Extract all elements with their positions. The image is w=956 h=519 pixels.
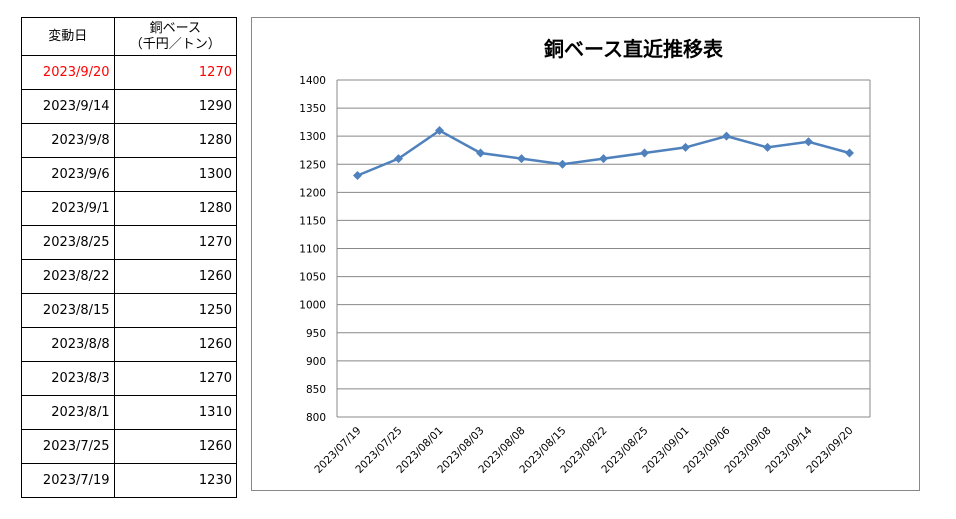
date-cell: 2023/8/25	[21, 225, 115, 260]
date-cell: 2023/9/14	[21, 89, 115, 124]
table-row: 2023/7/25 1260	[21, 429, 238, 464]
table-row: 2023/8/8 1260	[21, 327, 238, 362]
table-row: 2023/9/14 1290	[21, 89, 238, 124]
price-cell: 1260	[113, 259, 238, 294]
data-point	[640, 148, 649, 158]
date-cell: 2023/8/8	[21, 327, 115, 362]
price-cell: 1270	[113, 361, 238, 396]
header-date: 変動日	[21, 17, 115, 56]
data-point	[599, 154, 608, 164]
table-row: 2023/7/19 1230	[21, 463, 238, 498]
date-cell: 2023/8/3	[21, 361, 115, 396]
y-tick-label: 1000	[299, 300, 326, 312]
data-point	[722, 131, 731, 141]
data-point	[763, 142, 772, 152]
table-row: 2023/9/1 1280	[21, 191, 238, 226]
table-row: 2023/9/8 1280	[21, 123, 238, 158]
price-cell: 1270	[113, 55, 238, 90]
table-row: 2023/8/15 1250	[21, 293, 238, 328]
table-row: 2023/9/20 1270	[21, 55, 238, 90]
data-point	[517, 154, 526, 164]
y-tick-label: 1150	[299, 215, 326, 227]
price-table: 変動日 銅ベース （千円／トン） 2023/9/20 1270 2023/9/14 12…	[21, 17, 238, 498]
data-point	[476, 148, 485, 158]
date-cell: 2023/8/1	[21, 395, 115, 430]
data-point	[845, 148, 854, 158]
y-tick-label: 1400	[299, 75, 326, 87]
y-tick-label: 1250	[299, 159, 326, 171]
price-cell: 1270	[113, 225, 238, 260]
price-cell: 1260	[113, 429, 238, 464]
date-cell: 2023/7/19	[21, 463, 115, 498]
table-row: 2023/8/25 1270	[21, 225, 238, 260]
chart-title: 銅ベース直近推移表	[544, 37, 724, 61]
date-cell: 2023/7/25	[21, 429, 115, 464]
price-cell: 1280	[113, 191, 238, 226]
y-tick-label: 1300	[299, 131, 326, 143]
data-point	[394, 154, 403, 164]
y-tick-label: 800	[306, 412, 326, 424]
line-chart: 銅ベース直近推移表 800 850 900 950 1000 1050 1100 1150 120…	[251, 17, 920, 491]
series-line	[357, 129, 850, 177]
data-point	[353, 170, 362, 180]
price-cell: 1300	[113, 157, 238, 192]
y-tick-label: 1050	[299, 272, 326, 284]
date-cell: 2023/9/8	[21, 123, 115, 158]
header-line2: （千円／トン）	[129, 36, 221, 52]
date-cell: 2023/8/22	[21, 259, 115, 294]
table-row: 2023/8/3 1270	[21, 361, 238, 396]
date-cell: 2023/9/20	[21, 55, 115, 90]
header-copper-base: 銅ベース （千円／トン）	[113, 17, 238, 56]
date-cell: 2023/9/1	[21, 191, 115, 226]
table-row: 2023/8/22 1260	[21, 259, 238, 294]
data-point	[435, 126, 444, 136]
y-tick-label: 1350	[299, 103, 326, 115]
price-cell: 1230	[113, 463, 238, 498]
y-tick-label: 900	[306, 356, 326, 368]
price-cell: 1310	[113, 395, 238, 430]
price-cell: 1250	[113, 293, 238, 328]
y-tick-label: 950	[306, 328, 326, 340]
data-point	[681, 142, 690, 152]
data-point	[558, 159, 567, 169]
date-cell: 2023/9/6	[21, 157, 115, 192]
price-cell: 1280	[113, 123, 238, 158]
price-cell: 1260	[113, 327, 238, 362]
date-cell: 2023/8/15	[21, 293, 115, 328]
data-point	[804, 137, 813, 147]
y-tick-label: 850	[306, 384, 326, 396]
price-cell: 1290	[113, 89, 238, 124]
y-tick-label: 1100	[299, 244, 326, 256]
header-line1: 銅ベース	[149, 20, 201, 36]
y-tick-label: 1200	[299, 187, 326, 199]
table-row: 2023/9/6 1300	[21, 157, 238, 192]
table-row: 2023/8/1 1310	[21, 395, 238, 430]
